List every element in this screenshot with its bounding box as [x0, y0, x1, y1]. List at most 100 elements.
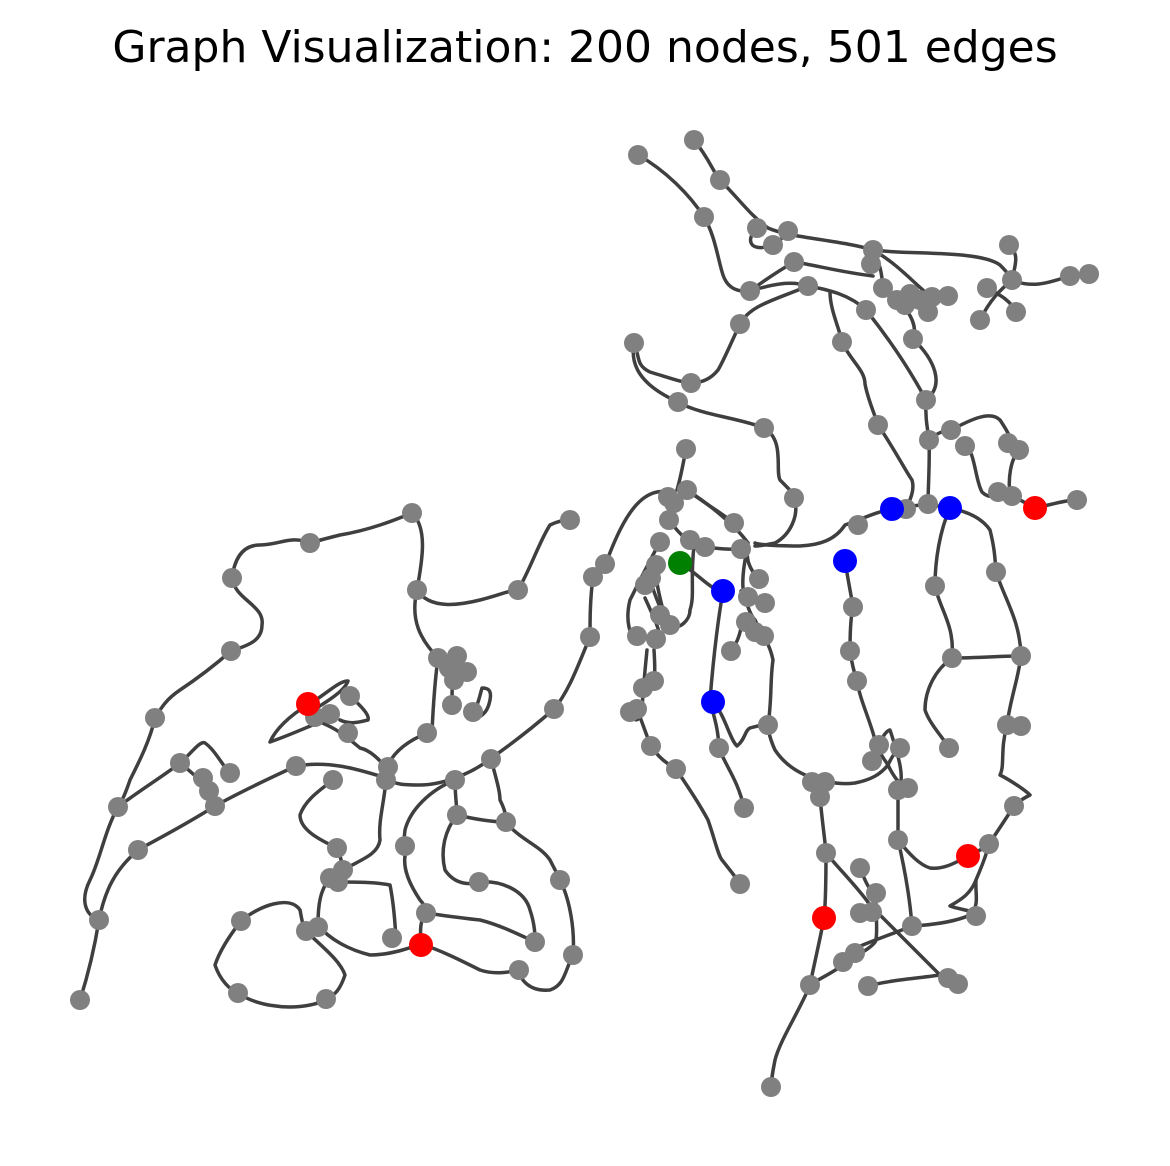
node	[848, 515, 868, 535]
node	[754, 626, 774, 646]
node	[721, 641, 741, 661]
edge	[843, 559, 859, 683]
node	[316, 989, 336, 1009]
node	[1006, 302, 1026, 322]
node	[862, 902, 882, 922]
edge	[419, 942, 521, 975]
node	[231, 911, 251, 931]
node	[508, 580, 528, 600]
node	[481, 749, 501, 769]
node	[866, 883, 886, 903]
node	[843, 597, 863, 617]
node	[939, 738, 959, 758]
node	[869, 735, 889, 755]
node	[221, 641, 241, 661]
node	[677, 480, 697, 500]
node	[941, 420, 961, 440]
edge	[877, 728, 904, 792]
node	[778, 221, 798, 241]
node	[833, 952, 853, 972]
edge	[762, 634, 890, 786]
edge	[558, 878, 576, 957]
node	[633, 678, 653, 698]
node	[966, 906, 986, 926]
node	[70, 990, 90, 1010]
edge	[471, 686, 493, 722]
node-green	[668, 551, 692, 575]
edge	[430, 656, 440, 734]
node-blue	[701, 690, 725, 714]
node	[784, 488, 804, 508]
node	[890, 738, 910, 758]
node	[509, 960, 529, 980]
edge	[239, 900, 308, 933]
edge	[298, 778, 339, 850]
edge	[306, 679, 350, 714]
node	[628, 145, 648, 165]
node	[916, 390, 936, 410]
edge	[336, 880, 398, 942]
node	[469, 872, 489, 892]
node	[955, 436, 975, 456]
node	[444, 670, 464, 690]
node	[563, 945, 583, 965]
node	[666, 759, 686, 779]
edge	[674, 767, 742, 886]
edge	[78, 918, 101, 1002]
node	[664, 493, 684, 513]
node-layer	[70, 130, 1099, 1097]
edge	[424, 911, 537, 944]
node	[407, 580, 427, 600]
node	[832, 332, 852, 352]
edge	[316, 876, 423, 957]
node	[650, 532, 670, 552]
node	[740, 281, 760, 301]
edge	[708, 589, 725, 750]
node	[800, 975, 820, 995]
node	[755, 593, 775, 613]
edge	[603, 489, 670, 566]
edge	[477, 880, 537, 944]
node	[710, 170, 730, 190]
node	[395, 836, 415, 856]
node	[977, 278, 997, 298]
node	[888, 830, 908, 850]
node	[731, 539, 751, 559]
edge	[923, 656, 954, 750]
edge	[338, 694, 370, 725]
node	[858, 976, 878, 996]
node-blue	[833, 549, 857, 573]
node	[376, 770, 396, 790]
node	[296, 921, 316, 941]
edge	[950, 654, 1023, 660]
node	[1002, 486, 1022, 506]
node	[320, 704, 340, 724]
node	[323, 770, 343, 790]
node	[730, 314, 750, 334]
node	[222, 568, 242, 588]
edge	[153, 649, 233, 720]
node	[734, 798, 754, 818]
edge	[318, 720, 388, 770]
node	[205, 796, 225, 816]
node	[624, 333, 644, 353]
edge	[896, 788, 914, 928]
edge	[83, 805, 120, 922]
node	[328, 872, 348, 892]
node	[730, 874, 750, 894]
node	[938, 286, 958, 306]
node	[128, 840, 148, 860]
node	[895, 295, 915, 315]
node	[340, 686, 360, 706]
node	[402, 503, 422, 523]
node	[660, 615, 680, 635]
node	[1009, 440, 1029, 460]
node	[1004, 796, 1024, 816]
node	[903, 329, 923, 349]
edge	[97, 848, 140, 922]
edge	[769, 983, 812, 1089]
node	[382, 928, 402, 948]
node-blue	[711, 579, 735, 603]
edge	[410, 511, 425, 592]
